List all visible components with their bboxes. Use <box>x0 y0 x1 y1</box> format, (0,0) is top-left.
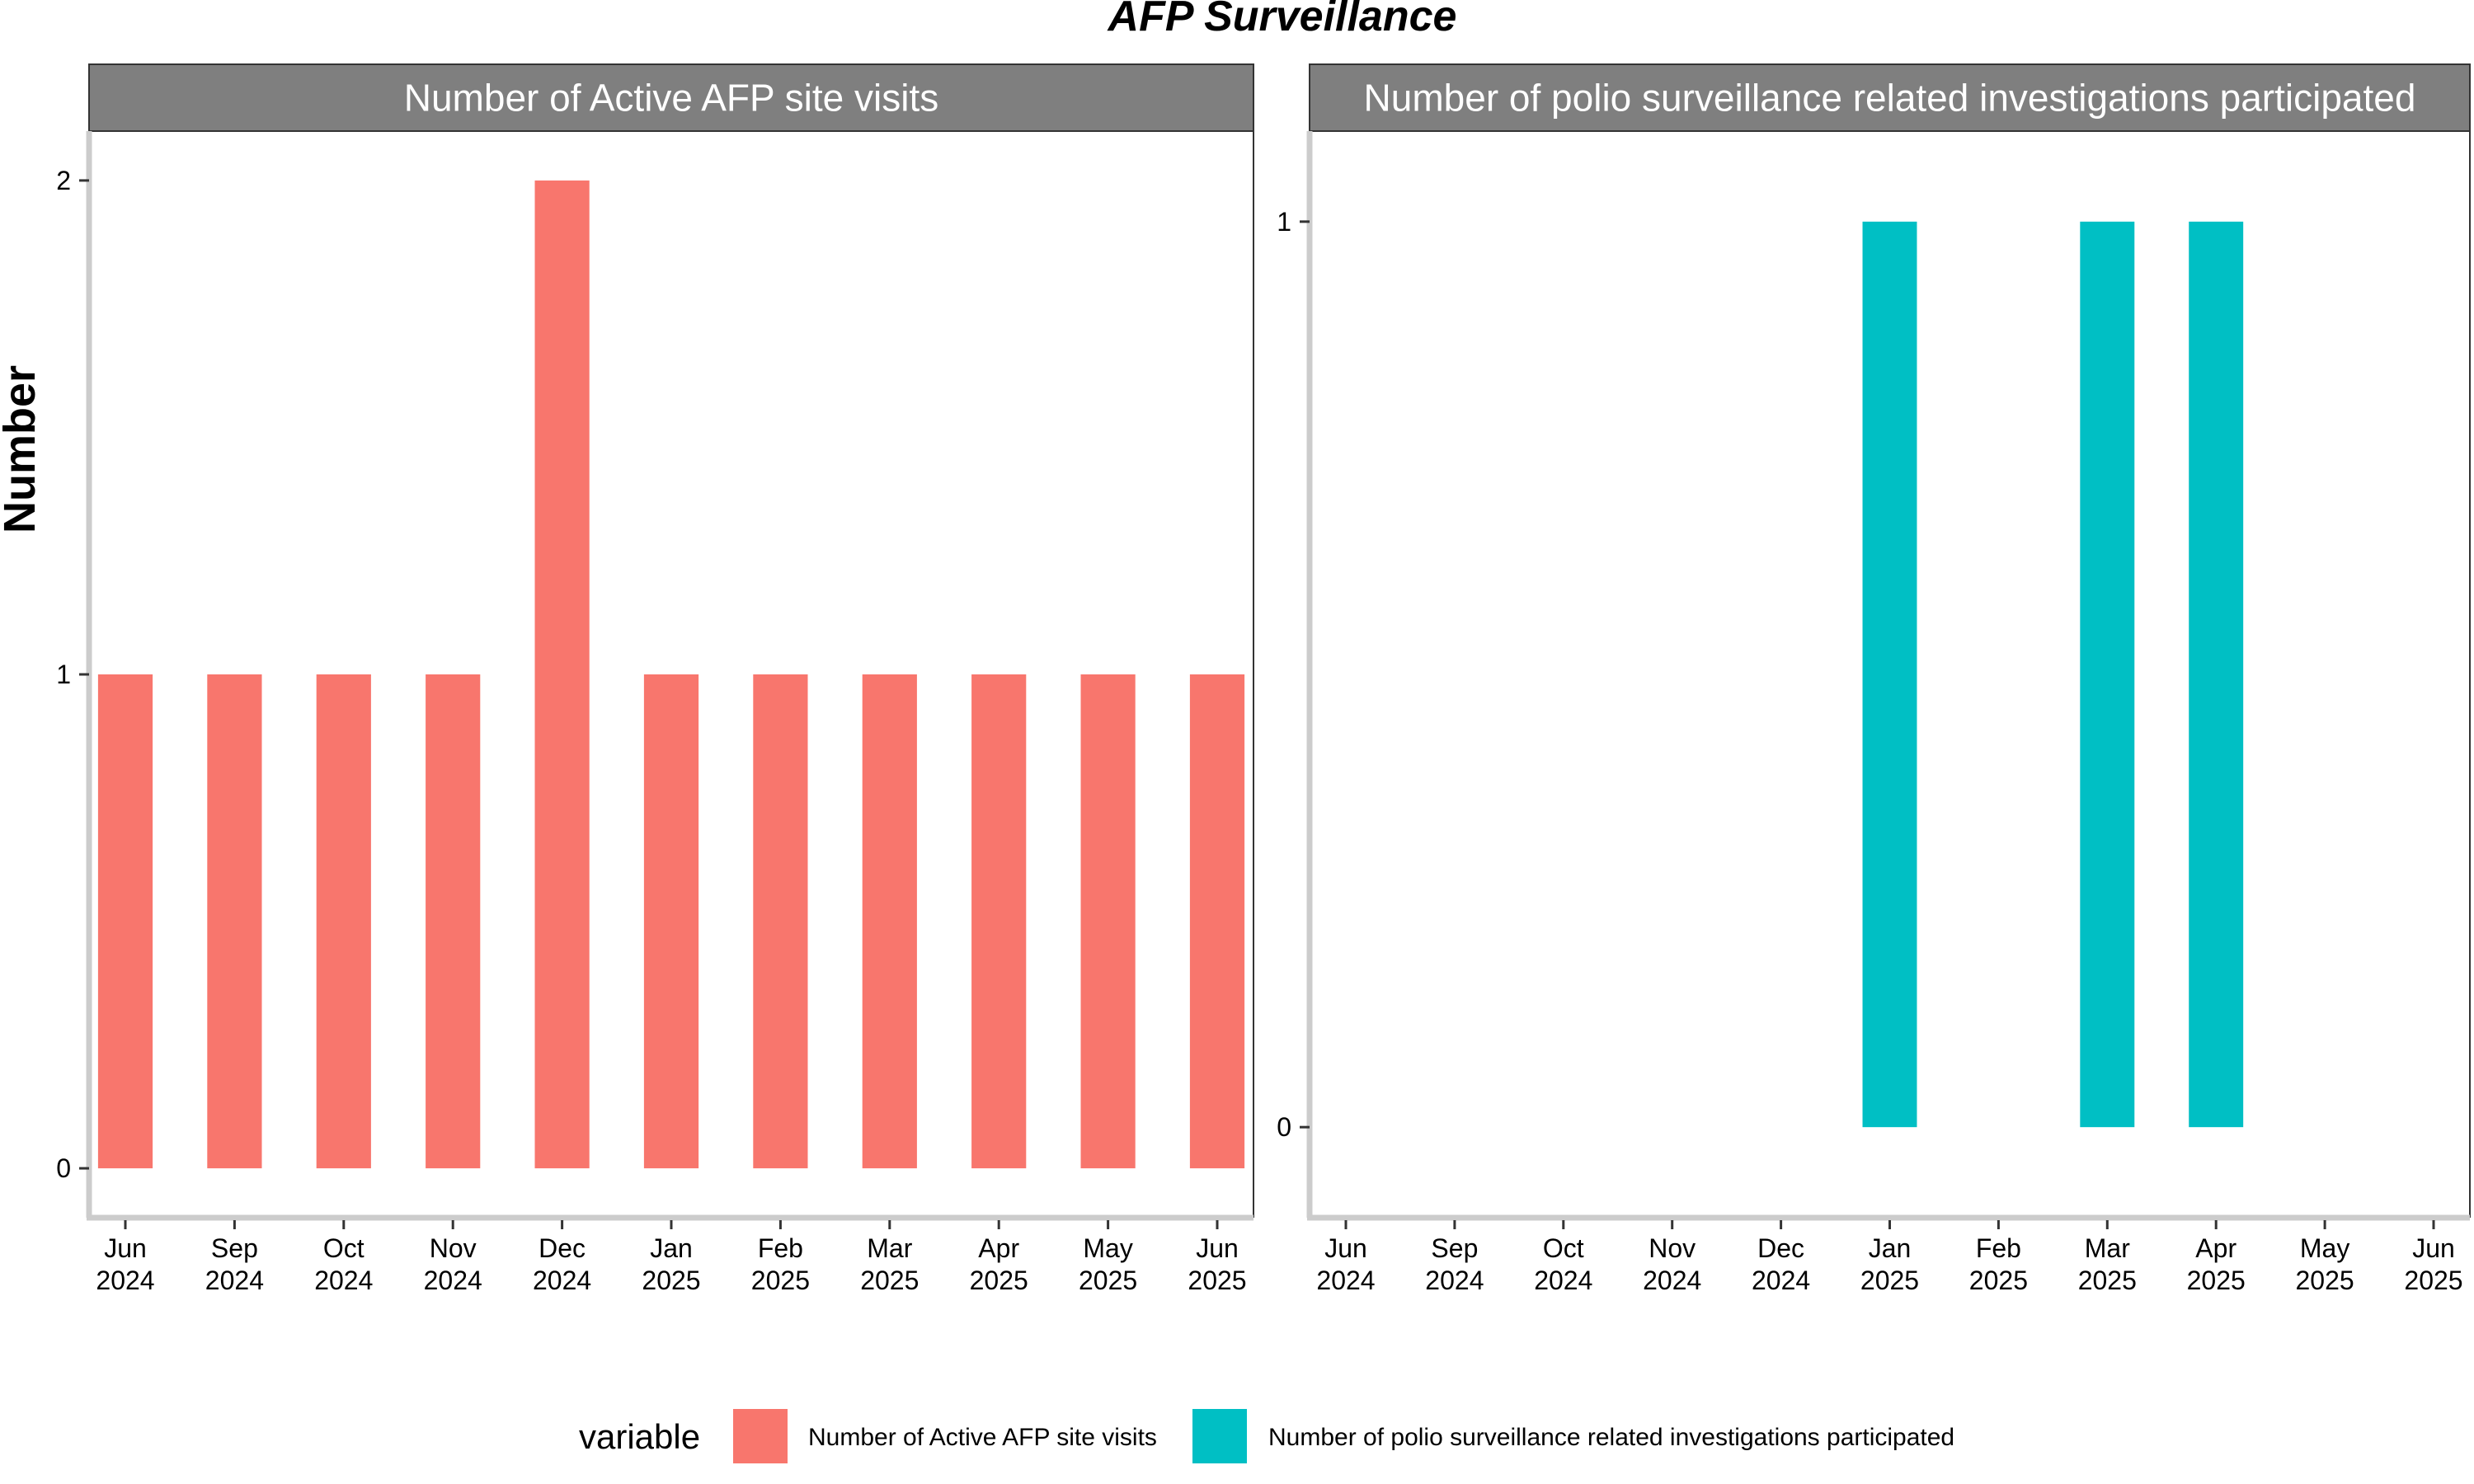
x-tick-label-year: 2024 <box>1316 1266 1375 1295</box>
y-tick-label: 2 <box>56 166 71 195</box>
y-tick-label: 1 <box>56 660 71 689</box>
x-tick-label-year: 2025 <box>1860 1266 1919 1295</box>
bar-jan-2025 <box>1862 221 1917 1128</box>
bar-nov-2024 <box>426 674 481 1169</box>
x-tick-label-year: 2024 <box>1643 1266 1701 1295</box>
x-tick-label-year: 2025 <box>1079 1266 1137 1295</box>
bar-jan-2025 <box>643 674 699 1169</box>
x-tick-label-year: 2025 <box>1969 1266 2028 1295</box>
bar-apr-2025 <box>971 674 1027 1169</box>
x-tick-label-month: Jun <box>2412 1233 2455 1263</box>
x-tick-label-year: 2025 <box>2078 1266 2137 1295</box>
x-tick-label-month: Feb <box>758 1233 803 1263</box>
x-tick-label-year: 2025 <box>2296 1266 2354 1295</box>
x-tick-label-year: 2025 <box>751 1266 810 1295</box>
x-tick-label-year: 2024 <box>96 1266 154 1295</box>
x-tick-label-month: Sep <box>1431 1233 1478 1263</box>
x-tick-label-month: Dec <box>1757 1233 1804 1263</box>
bar-mar-2025 <box>862 674 917 1169</box>
x-tick-label-year: 2025 <box>1188 1266 1246 1295</box>
facet-panels: Number of Active AFP site visits 0 1 2 Jun 20… <box>56 63 2471 1295</box>
x-tick-label-month: Oct <box>1543 1233 1584 1263</box>
x-tick-label-month: Nov <box>430 1233 477 1263</box>
x-tick-label-month: May <box>2300 1233 2349 1263</box>
legend-label-1: Number of Active AFP site visits <box>808 1424 1157 1451</box>
panel-2: Number of polio surveillance related inv… <box>1277 63 2471 1295</box>
x-tick-label-year: 2025 <box>2187 1266 2246 1295</box>
x-tick-label-year: 2024 <box>1752 1266 1810 1295</box>
legend-key-1 <box>733 1409 788 1463</box>
x-tick-label-year: 2024 <box>314 1266 373 1295</box>
x-tick-label-month: Mar <box>2085 1233 2130 1263</box>
x-tick-label-year: 2024 <box>533 1266 591 1295</box>
x-tick-label-month: Feb <box>1976 1233 2021 1263</box>
x-tick-label-month: Apr <box>2195 1233 2236 1263</box>
y-tick-label: 1 <box>1277 207 1291 237</box>
x-tick-label-year: 2025 <box>970 1266 1028 1295</box>
x-tick-label-month: Sep <box>211 1233 258 1263</box>
strip-background <box>88 63 1254 132</box>
strip-label: Number of polio surveillance related inv… <box>1364 77 2416 120</box>
y-axis-label: Number <box>0 365 45 533</box>
x-tick-label-month: Jan <box>1869 1233 1912 1263</box>
x-tick-label-month: Nov <box>1649 1233 1696 1263</box>
x-tick-label-year: 2025 <box>2404 1266 2462 1295</box>
bar-sep-2024 <box>207 674 262 1169</box>
x-tick-label-month: Apr <box>978 1233 1019 1263</box>
x-tick-label-month: May <box>1083 1233 1132 1263</box>
legend-label-2: Number of polio surveillance related inv… <box>1268 1424 1954 1451</box>
bar-mar-2025 <box>2080 221 2135 1128</box>
x-tick-label-month: Jun <box>1196 1233 1239 1263</box>
bar-oct-2024 <box>316 674 371 1169</box>
chart-title: AFP Surveillance <box>1107 0 1457 40</box>
bar-may-2025 <box>1080 674 1136 1169</box>
legend: variable Number of Active AFP site visits… <box>579 1409 1954 1463</box>
legend-title: variable <box>579 1417 700 1456</box>
x-tick-label-year: 2024 <box>1534 1266 1592 1295</box>
x-tick-label-month: Jun <box>104 1233 147 1263</box>
x-tick-label-year: 2025 <box>860 1266 919 1295</box>
panel-1: Number of Active AFP site visits 0 1 2 Jun 20… <box>56 63 1254 1295</box>
bar-feb-2025 <box>753 674 808 1169</box>
bar-apr-2025 <box>2189 221 2244 1128</box>
strip-label: Number of Active AFP site visits <box>404 77 939 120</box>
x-tick-label-month: Dec <box>539 1233 586 1263</box>
x-tick-label-year: 2024 <box>205 1266 264 1295</box>
bar-jun-2025 <box>1189 674 1245 1169</box>
x-tick-label-year: 2024 <box>424 1266 482 1295</box>
x-tick-label-year: 2025 <box>642 1266 700 1295</box>
strip-background <box>1309 63 2471 132</box>
legend-key-2 <box>1192 1409 1247 1463</box>
y-tick-label: 0 <box>56 1153 71 1183</box>
x-tick-label-year: 2024 <box>1425 1266 1484 1295</box>
y-tick-label: 0 <box>1277 1112 1291 1142</box>
bar-dec-2024 <box>534 180 590 1169</box>
x-tick-label-month: Jan <box>650 1233 693 1263</box>
x-tick-label-month: Oct <box>323 1233 365 1263</box>
bar-jun-2024 <box>97 674 153 1169</box>
x-tick-label-month: Jun <box>1324 1233 1367 1263</box>
x-tick-label-month: Mar <box>867 1233 912 1263</box>
